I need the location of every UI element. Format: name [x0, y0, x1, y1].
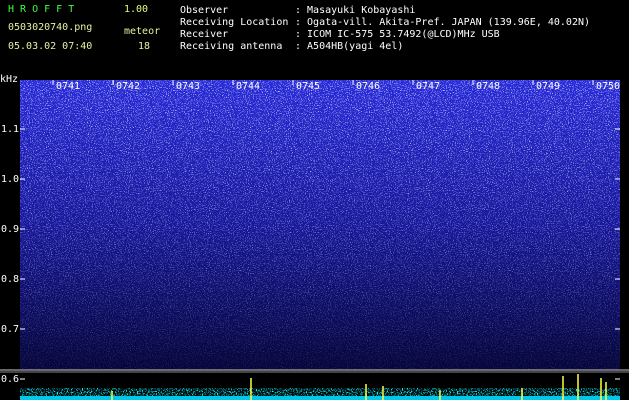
version: 1.00	[124, 4, 148, 15]
info-label: Receiver	[180, 29, 228, 40]
y-tick-label: 0.9	[1, 224, 19, 235]
time-label: 0747	[416, 81, 440, 92]
info-label: Observer	[180, 5, 228, 16]
signal-baseline	[20, 396, 620, 400]
meteor-count: 18	[138, 41, 150, 52]
info-value: : ICOM IC-575 53.7492(@LCD)MHz USB	[295, 29, 500, 40]
app-title: H R O F F T	[8, 4, 74, 15]
y-tick-label: 0.6	[1, 374, 19, 385]
time-label: 0744	[236, 81, 260, 92]
info-value: : Masayuki Kobayashi	[295, 5, 415, 16]
date-time: 05.03.02 07:40	[8, 41, 92, 52]
meteor-spikes	[111, 374, 607, 400]
unit-label: kHz	[0, 74, 18, 85]
meteor-label: meteor	[124, 26, 160, 37]
time-label: 0746	[356, 81, 380, 92]
time-label: 0745	[296, 81, 320, 92]
y-tick-label: 1.0	[1, 174, 19, 185]
info-value: : Ogata-vill. Akita-Pref. JAPAN (139.96E…	[295, 17, 590, 28]
info-label: Receiving Location	[180, 17, 288, 28]
y-tick-label: 1.1	[1, 124, 19, 135]
y-tick-label: 0.7	[1, 324, 19, 335]
info-value: : A504HB(yagi 4el)	[295, 41, 403, 52]
time-label: 0741	[56, 81, 80, 92]
time-label: 0748	[476, 81, 500, 92]
spectrogram-noise	[20, 80, 620, 370]
time-label: 0750	[596, 81, 620, 92]
file-name: 0503020740.png	[8, 22, 92, 33]
time-label: 0743	[176, 81, 200, 92]
time-label: 0742	[116, 81, 140, 92]
time-label: 0749	[536, 81, 560, 92]
info-label: Receiving antenna	[180, 41, 282, 52]
y-tick-label: 0.8	[1, 274, 19, 285]
